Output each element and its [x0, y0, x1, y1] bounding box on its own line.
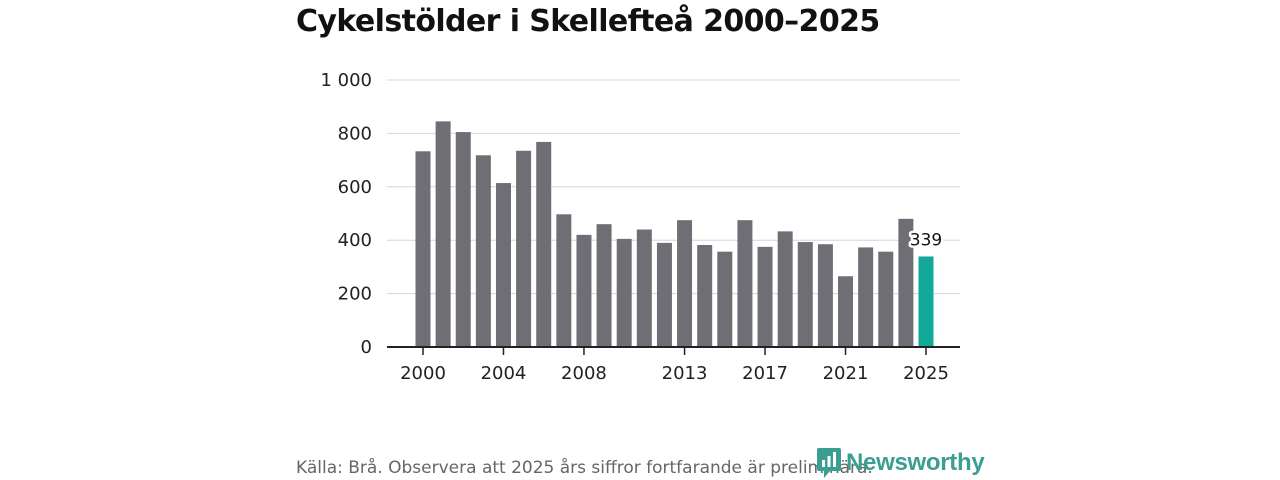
bar-2025: [918, 256, 934, 347]
bar-2003: [475, 155, 491, 347]
bar-2020: [817, 244, 833, 347]
bar-2018: [777, 231, 793, 347]
x-tick-label: 2000: [400, 363, 446, 384]
source-note: Källa: Brå. Observera att 2025 års siffr…: [296, 458, 873, 478]
bar-2004: [495, 183, 511, 347]
bar-2009: [596, 224, 612, 347]
bar-2007: [556, 214, 572, 347]
newsworthy-logo-icon: [817, 448, 841, 478]
x-tick-label: 2021: [823, 363, 869, 384]
bar-2006: [536, 141, 552, 347]
y-tick-label: 400: [338, 230, 372, 251]
bar-2013: [677, 220, 693, 347]
bar-2015: [717, 251, 733, 347]
bar-2021: [838, 276, 854, 347]
brand-logo: Newsworthy: [816, 447, 985, 479]
x-tick-label: 2008: [561, 363, 607, 384]
x-tick-label: 2004: [481, 363, 527, 384]
x-axis: [387, 346, 960, 355]
x-tick-label: 2017: [742, 363, 788, 384]
y-axis-labels: 0 200 400 600 800 1 000: [320, 70, 372, 358]
y-tick-label: 0: [361, 337, 372, 358]
bar-2022: [858, 247, 874, 347]
bar-2008: [576, 234, 592, 347]
bar-2000: [415, 151, 431, 347]
x-axis-labels: 2000 2004 2008 2013 2017 2021 2025: [400, 363, 949, 384]
bar-2001: [435, 121, 451, 347]
y-tick-label: 200: [338, 284, 372, 305]
bar-2011: [636, 229, 652, 347]
bar-2012: [656, 242, 672, 347]
y-tick-label: 600: [338, 177, 372, 198]
bar-2016: [737, 220, 753, 347]
bar-2005: [516, 150, 532, 347]
bar-2024: [898, 218, 914, 347]
gridlines: [387, 79, 960, 295]
bar-2017: [757, 246, 773, 347]
bar-2014: [697, 245, 713, 347]
brand-name: Newsworthy: [846, 449, 985, 476]
y-tick-label: 1 000: [320, 70, 372, 91]
bars: [415, 121, 934, 347]
bar-2010: [616, 238, 632, 347]
bar-2023: [878, 251, 894, 347]
chart-title: Cykelstölder i Skellefteå 2000–2025: [296, 4, 880, 39]
bar-2002: [455, 132, 471, 347]
y-tick-label: 800: [338, 123, 372, 144]
data-labels: 339: [907, 228, 944, 253]
x-tick-label: 2025: [903, 363, 949, 384]
data-label-2025: 339: [910, 230, 942, 250]
bar-2019: [797, 242, 813, 347]
x-tick-label: 2013: [662, 363, 708, 384]
